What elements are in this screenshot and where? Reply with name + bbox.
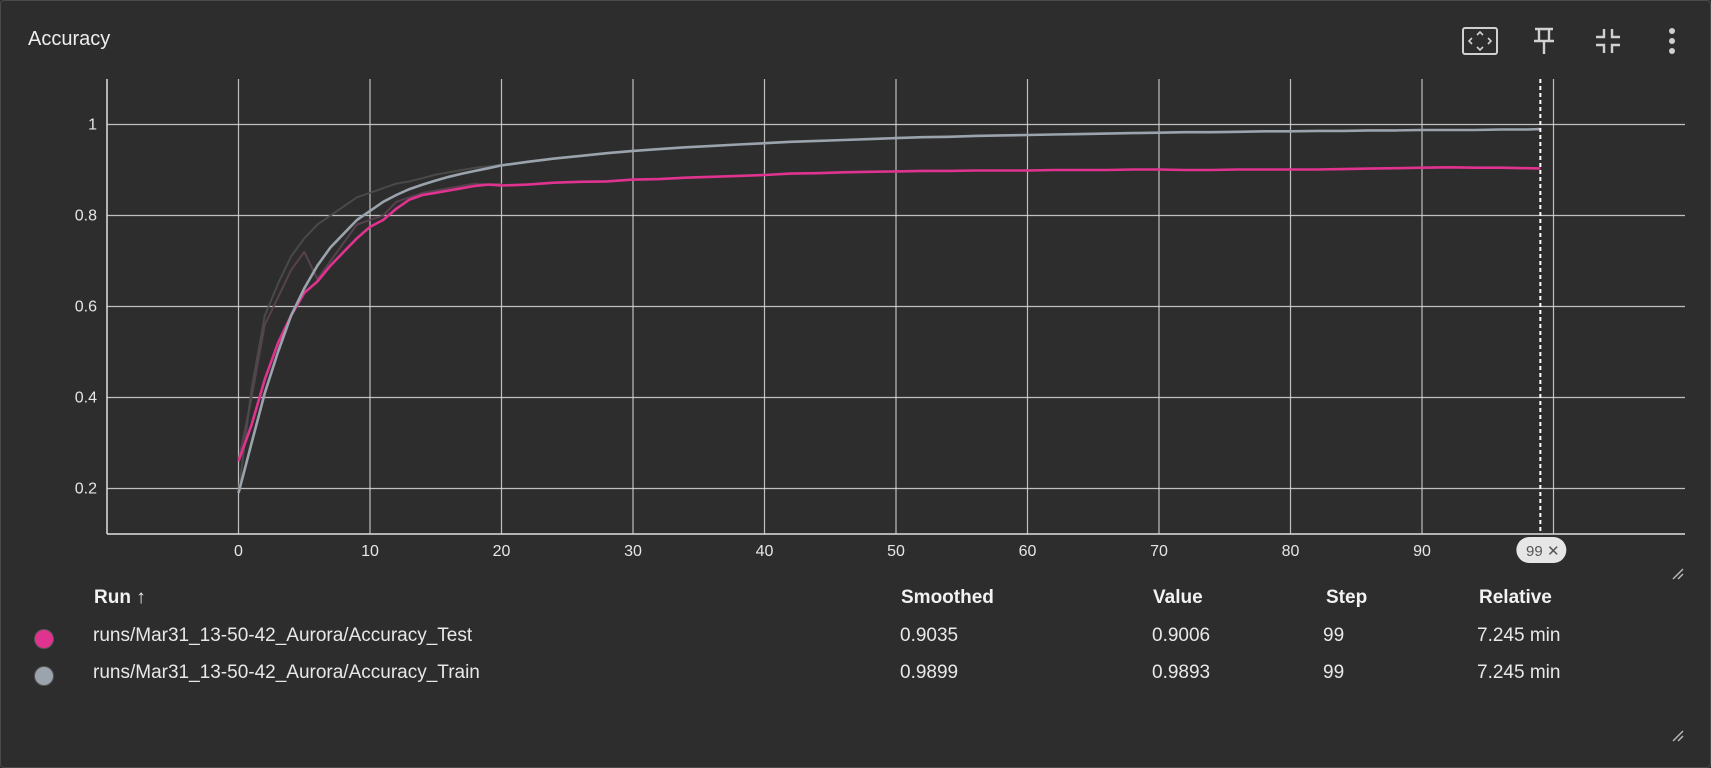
step-value: 99 [1323,662,1345,683]
header-value[interactable]: Value [1153,587,1203,608]
y-tick-label: 0.8 [75,208,97,225]
card-title: Accuracy [28,28,111,50]
header-step[interactable]: Step [1326,587,1368,608]
header-run[interactable]: Run ↑ [94,587,146,608]
collapse-button[interactable] [1586,19,1630,63]
step-value: 99 [1323,625,1345,646]
smoothed-value: 0.9035 [900,625,959,646]
x-tick-label: 30 [624,543,642,560]
table-header: Run ↑ Smoothed Value Step Relative [1,583,1711,613]
more-vert-icon [1667,27,1677,55]
relative-time: 7.245 min [1477,662,1561,683]
step-chip-label: 99 [1526,543,1543,560]
x-tick-label: 0 [234,543,243,560]
line-chart[interactable]: 0.20.40.60.810 10 20 30 40 50 60 70 80 90 99 ✕ [1,71,1711,571]
raw-value: 0.9893 [1152,662,1211,683]
step-chip[interactable] [1516,537,1567,563]
x-tick-label: 40 [756,543,774,560]
y-tick-label: 0.4 [75,390,97,407]
x-tick-label: 10 [361,543,379,560]
y-tick-label: 0.2 [75,481,97,498]
run-color-swatch [34,629,54,649]
chart-resize-handle[interactable] [1671,567,1685,581]
series-line-raw [237,163,502,494]
header-smoothed[interactable]: Smoothed [901,587,994,608]
series-line-raw [237,182,502,462]
y-tick-label: 1 [88,117,97,134]
pin-button[interactable] [1522,19,1566,63]
run-name: runs/Mar31_13-50-42_Aurora/Accuracy_Trai… [93,662,480,683]
series-line-train [237,127,1541,494]
card-toolbar [1458,19,1694,63]
x-tick-label: 70 [1150,543,1168,560]
collapse-icon [1594,27,1622,55]
x-tick-label: 80 [1282,543,1300,560]
fit-domain-button[interactable] [1458,19,1502,63]
series-line-test [237,166,1541,462]
run-color-swatch [34,666,54,686]
smoothed-value: 0.9899 [900,662,959,683]
table-row: runs/Mar31_13-50-42_Aurora/Accuracy_Test… [1,621,1711,651]
close-icon[interactable]: ✕ [1547,543,1560,560]
x-tick-label: 50 [887,543,905,560]
x-tick-label: 20 [493,543,511,560]
y-tick-label: 0.6 [75,299,97,316]
pin-icon [1531,26,1557,56]
x-tick-label: 90 [1413,543,1431,560]
table-row: runs/Mar31_13-50-42_Aurora/Accuracy_Trai… [1,658,1711,688]
x-tick-label: 60 [1019,543,1037,560]
more-options-button[interactable] [1650,19,1694,63]
run-name: runs/Mar31_13-50-42_Aurora/Accuracy_Test [93,625,473,646]
card-resize-handle[interactable] [1671,729,1685,743]
raw-value: 0.9006 [1152,625,1211,646]
header-relative[interactable]: Relative [1479,587,1552,608]
fit-domain-icon [1461,26,1499,56]
relative-time: 7.245 min [1477,625,1561,646]
